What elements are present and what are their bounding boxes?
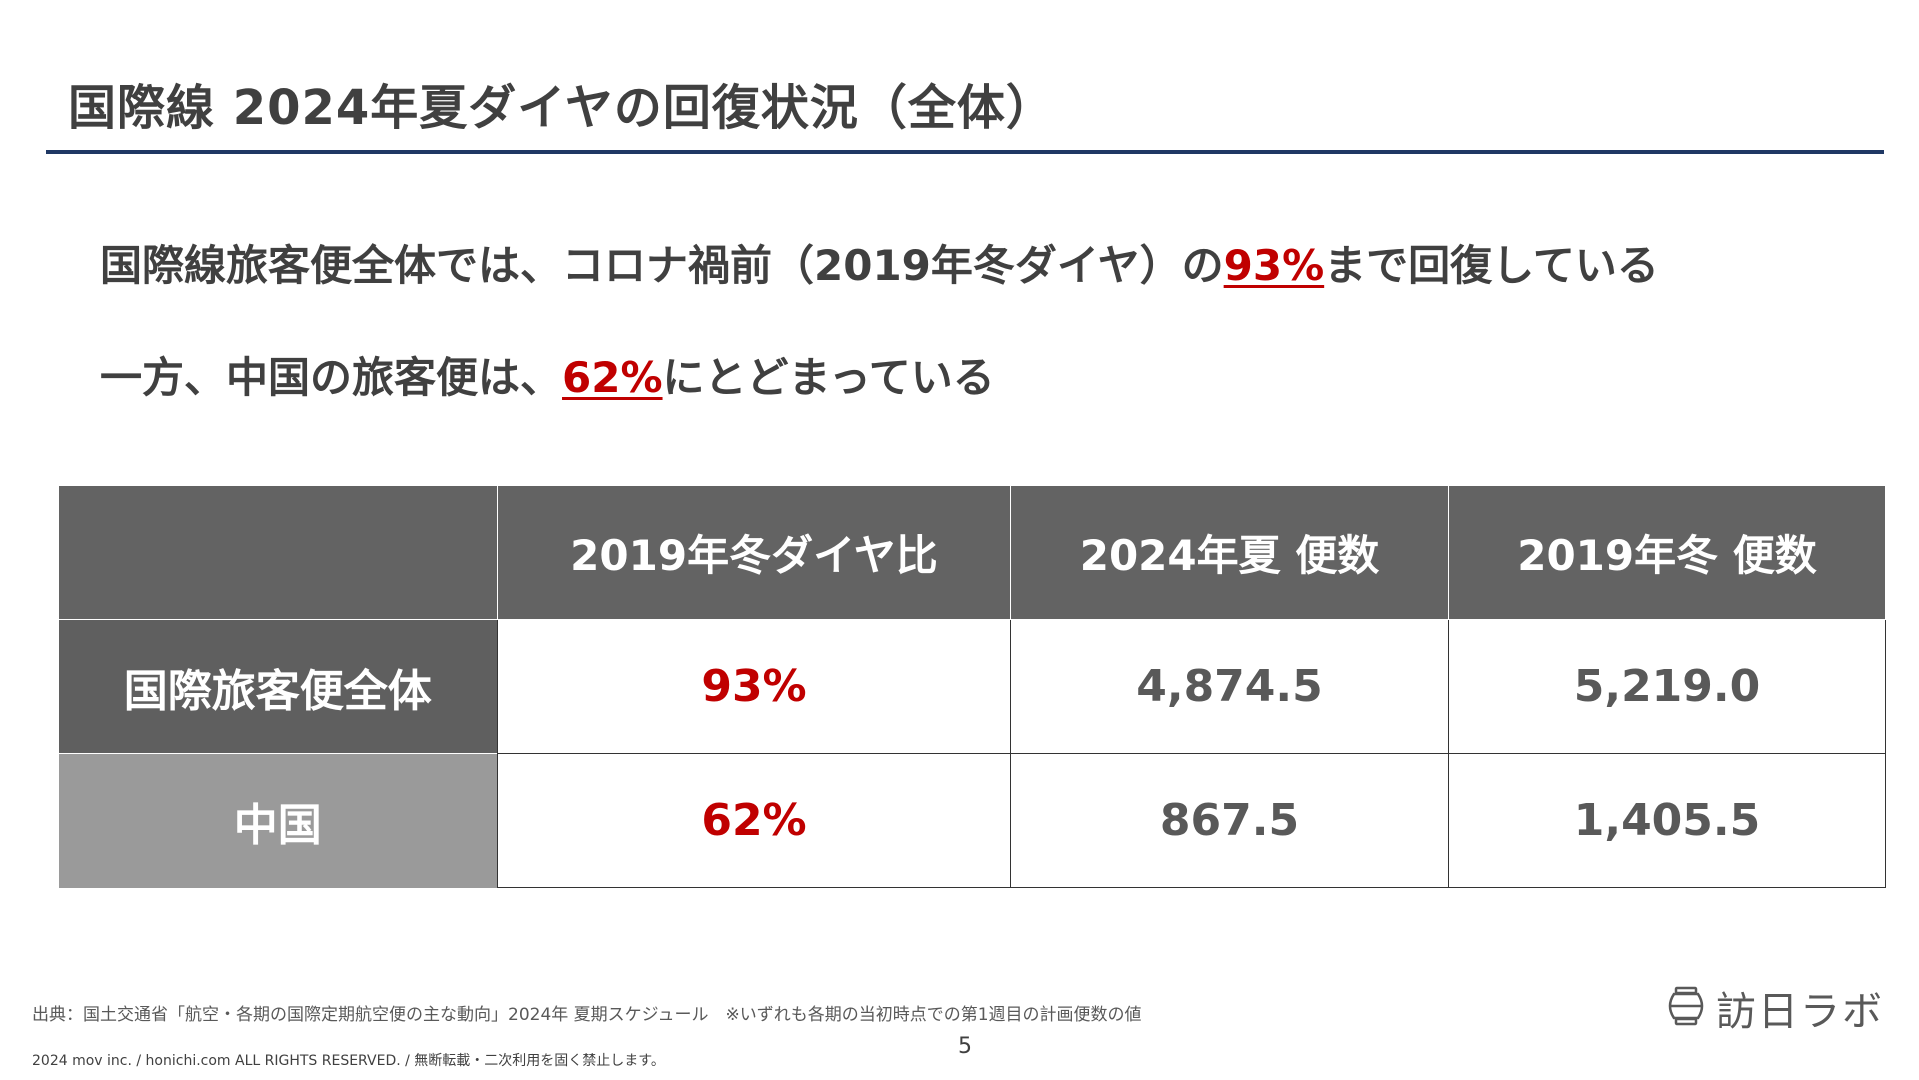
- message-line-2: 一方、中国の旅客便は、62%にとどまっている: [100, 344, 995, 405]
- logo-text: 訪日ラボ: [1716, 989, 1884, 1035]
- title-divider: [46, 150, 1884, 154]
- header-ratio: 2019年冬ダイヤ比: [497, 485, 1011, 620]
- page-title: 国際線 2024年夏ダイヤの回復状況（全体）: [68, 80, 1055, 136]
- message-2-highlight: 62%: [562, 353, 663, 402]
- header-winter-2019: 2019年冬 便数: [1448, 485, 1886, 620]
- message-2-suffix: にとどまっている: [662, 353, 995, 402]
- cell-ratio-total: 93%: [497, 619, 1011, 754]
- copyright-notice: 2024 mov inc. / honichi.com ALL RIGHTS R…: [32, 1053, 665, 1069]
- message-1-highlight: 93%: [1223, 241, 1325, 290]
- lantern-icon: [1664, 986, 1708, 1030]
- table-row: 国際旅客便全体 93% 4,874.5 5,219.0: [58, 619, 1886, 754]
- cell-summer-2024-total: 4,874.5: [1010, 619, 1449, 754]
- page-number: 5: [958, 1034, 972, 1059]
- brand-logo: 訪日ラボ: [1664, 982, 1884, 1035]
- message-line-1: 国際線旅客便全体では、コロナ禍前（2019年冬ダイヤ）の93%まで回復している: [100, 232, 1659, 293]
- message-1-suffix: まで回復している: [1324, 241, 1659, 290]
- table-row: 中国 62% 867.5 1,405.5: [58, 753, 1886, 888]
- table-header-row: 2019年冬ダイヤ比 2024年夏 便数 2019年冬 便数: [58, 485, 1886, 620]
- cell-winter-2019-china: 1,405.5: [1448, 753, 1886, 888]
- message-2-prefix: 一方、中国の旅客便は、: [100, 353, 563, 402]
- cell-winter-2019-total: 5,219.0: [1448, 619, 1886, 754]
- source-note: 出典：国土交通省「航空・各期の国際定期航空便の主な動向」2024年 夏期スケジュ…: [32, 1005, 1142, 1025]
- flight-recovery-table: 2019年冬ダイヤ比 2024年夏 便数 2019年冬 便数 国際旅客便全体 9…: [58, 485, 1886, 888]
- cell-ratio-china: 62%: [497, 753, 1011, 888]
- header-corner: [58, 485, 498, 620]
- row-label-china: 中国: [58, 753, 498, 888]
- cell-summer-2024-china: 867.5: [1010, 753, 1449, 888]
- message-1-prefix: 国際線旅客便全体では、コロナ禍前（2019年冬ダイヤ）の: [100, 241, 1224, 290]
- row-label-total: 国際旅客便全体: [58, 619, 498, 754]
- header-summer-2024: 2024年夏 便数: [1010, 485, 1449, 620]
